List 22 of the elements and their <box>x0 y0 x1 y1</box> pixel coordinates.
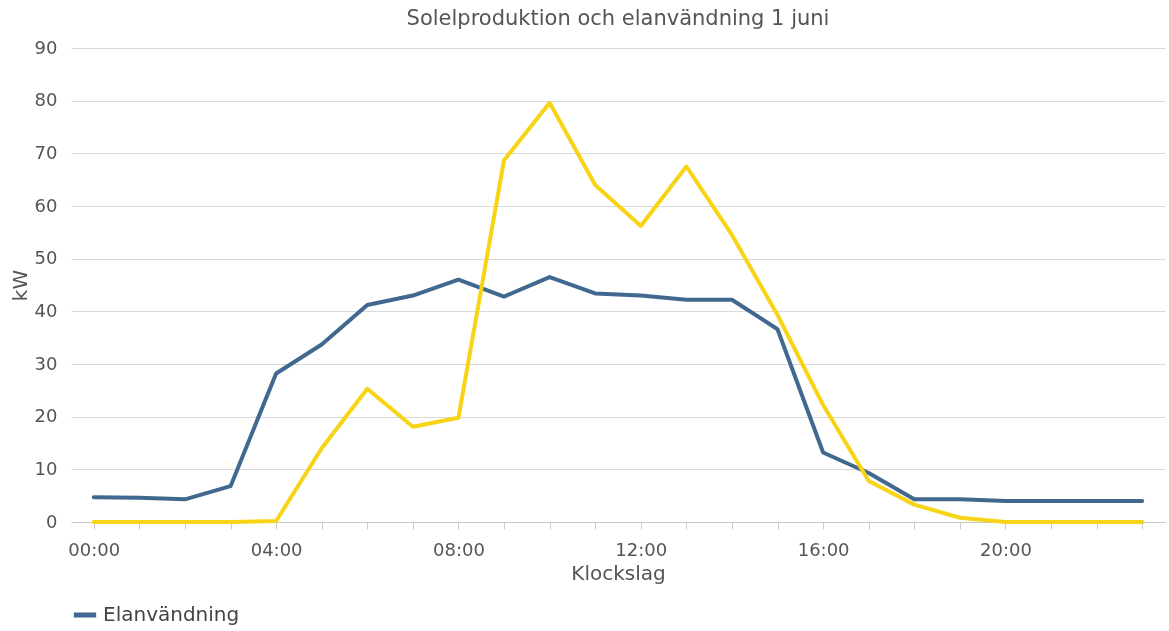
x-tick-label: 20:00 <box>980 538 1032 560</box>
x-tick-label: 12:00 <box>615 538 668 560</box>
x-axis-title: Klockslag <box>571 560 666 585</box>
y-tick-label: 20 <box>34 405 58 427</box>
y-tick-label: 0 <box>46 510 58 532</box>
line-series <box>91 100 1145 524</box>
y-axis-title: kW <box>7 269 32 302</box>
x-tick-label: 04:00 <box>250 538 303 560</box>
x-tick-label: 00:00 <box>68 538 121 560</box>
y-tick-label: 50 <box>34 247 58 269</box>
x-tick-label: 16:00 <box>797 538 850 560</box>
y-tick-label: 60 <box>34 194 58 216</box>
chart-title: Solelproduktion och elanvändning 1 juni <box>406 6 830 30</box>
line-series <box>91 275 1145 503</box>
y-tick-label: 10 <box>34 457 58 479</box>
x-tick-label: 08:00 <box>433 538 485 560</box>
y-tick-label: 80 <box>34 89 58 111</box>
y-tick-label: 70 <box>34 141 58 163</box>
legend-label: Elanvändning <box>103 602 240 626</box>
y-tick-label: 30 <box>34 352 58 374</box>
y-tick-label: 40 <box>34 299 58 321</box>
y-tick-label: 90 <box>34 36 58 58</box>
